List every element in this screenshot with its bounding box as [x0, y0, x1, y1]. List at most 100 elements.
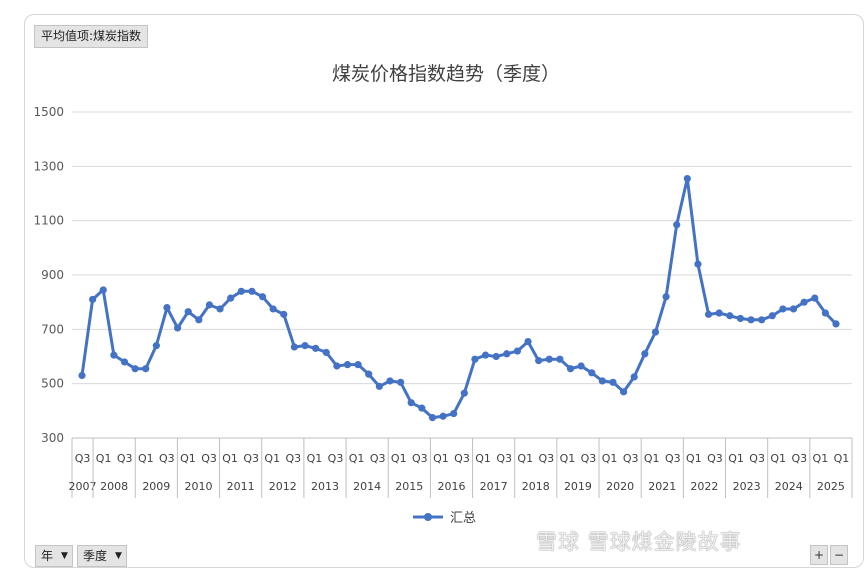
data-point [89, 295, 97, 304]
x-year-label: 2021 [648, 480, 676, 493]
data-point [312, 344, 320, 352]
data-point [163, 304, 171, 312]
x-tick-label: Q1 [517, 452, 533, 465]
x-year-label: 2014 [353, 480, 381, 493]
data-point [322, 348, 330, 357]
y-tick-label: 1500 [33, 105, 64, 119]
data-point [471, 355, 479, 363]
data-point [726, 312, 734, 320]
data-point [333, 362, 341, 370]
x-tick-label: Q3 [749, 452, 765, 465]
data-point [609, 378, 617, 386]
data-point [513, 347, 522, 355]
x-tick-label: Q3 [243, 452, 259, 465]
x-year-label: 2022 [690, 480, 718, 493]
x-year-label: 2010 [184, 480, 212, 493]
x-tick-label: Q1 [602, 452, 618, 465]
x-tick-label: Q3 [412, 452, 428, 465]
data-point [428, 414, 437, 422]
x-tick-label: Q1 [728, 452, 744, 465]
x-tick-label: Q3 [201, 452, 217, 465]
x-tick-label: Q1 [560, 452, 576, 465]
x-tick-label: Q3 [286, 452, 302, 465]
y-tick-label: 1100 [33, 214, 64, 228]
data-point [673, 221, 681, 229]
dropdown-arrow-icon: ▼ [61, 551, 68, 561]
legend-label: 汇总 [450, 511, 476, 526]
data-point [545, 355, 553, 363]
x-year-label: 2015 [395, 480, 423, 493]
y-tick-label: 500 [41, 377, 64, 391]
data-point [450, 409, 458, 418]
data-point [173, 324, 182, 332]
data-point [258, 293, 267, 301]
data-point [396, 378, 405, 386]
data-point [588, 369, 596, 377]
y-tick-label: 1300 [33, 159, 64, 173]
data-point [736, 314, 745, 323]
data-point [99, 286, 107, 294]
data-point [248, 287, 256, 295]
data-point [535, 356, 543, 365]
data-point [418, 404, 426, 412]
filter-year-button[interactable]: 年 ▼ [35, 545, 73, 567]
x-tick-label: Q3 [454, 452, 470, 465]
data-point [142, 365, 150, 373]
filter-quarter-button[interactable]: 季度 ▼ [77, 545, 127, 567]
x-tick-label: Q1 [138, 452, 154, 465]
x-tick-label: Q3 [581, 452, 597, 465]
x-year-label: 2007 [69, 480, 97, 493]
x-year-label: 2018 [522, 480, 550, 493]
y-tick-label: 700 [41, 322, 64, 336]
data-point [704, 310, 713, 318]
data-point [662, 293, 670, 301]
data-point [460, 389, 468, 397]
legend-marker [424, 513, 432, 521]
data-point [290, 343, 298, 351]
x-tick-label: Q1 [96, 452, 112, 465]
watermark: 雪球 雪球煤金陵故事 [536, 530, 742, 554]
x-year-label: 2016 [437, 480, 465, 493]
x-tick-label: Q3 [159, 452, 175, 465]
data-point [216, 305, 224, 313]
data-point [683, 174, 691, 183]
data-point [811, 294, 819, 302]
x-tick-label: Q1 [391, 452, 407, 465]
x-tick-label: Q1 [349, 452, 365, 465]
data-point [800, 298, 808, 306]
data-point [651, 328, 660, 336]
y-tick-label: 900 [41, 268, 64, 282]
data-point [481, 351, 490, 359]
data-point [375, 382, 383, 390]
data-point [237, 287, 245, 295]
data-point [439, 412, 447, 420]
x-tick-label: Q3 [117, 452, 133, 465]
expand-field-button[interactable]: + [810, 545, 828, 565]
series-line [80, 177, 838, 420]
x-tick-label: Q1 [834, 452, 850, 465]
data-point [779, 305, 787, 313]
x-year-label: 2023 [733, 480, 761, 493]
data-point [832, 320, 840, 328]
x-year-label: 2012 [269, 480, 297, 493]
x-year-label: 2017 [480, 480, 508, 493]
x-year-label: 2013 [311, 480, 339, 493]
value-field-button[interactable]: 平均值项:煤炭指数 [34, 25, 149, 48]
data-point [152, 342, 160, 350]
x-year-label: 2019 [564, 480, 592, 493]
chart-title: 煤炭价格指数趋势（季度） [332, 63, 560, 85]
x-tick-label: Q1 [813, 452, 829, 465]
data-point [343, 361, 352, 369]
x-tick-label: Q3 [496, 452, 512, 465]
filter-quarter-label: 季度 [83, 549, 108, 563]
data-point [821, 309, 829, 317]
x-tick-label: Q1 [180, 452, 196, 465]
data-point [598, 377, 606, 385]
data-point [227, 294, 235, 302]
dropdown-arrow-icon: ▼ [115, 551, 122, 561]
data-point [747, 316, 755, 324]
data-point [354, 361, 362, 369]
data-point [630, 373, 638, 381]
x-tick-label: Q3 [328, 452, 344, 465]
collapse-field-button[interactable]: − [830, 545, 848, 565]
